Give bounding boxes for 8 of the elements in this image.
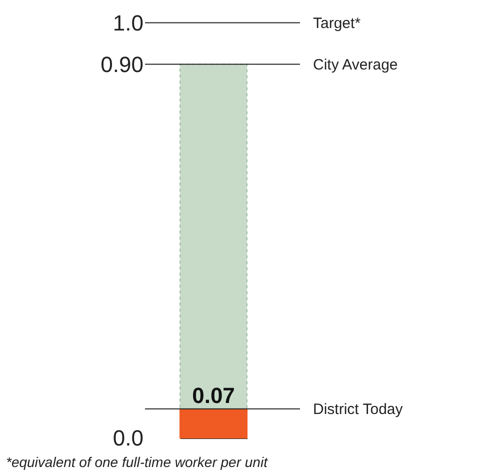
y-tick-label: 0.0	[112, 426, 144, 450]
text: *equivalent of one full-time worker per unit	[6, 454, 269, 470]
data-label: 0.07	[192, 382, 235, 408]
ref-line-label: District Today	[313, 400, 404, 418]
ref-line-label: City Average	[313, 56, 398, 74]
y-tick-label: 0.90	[100, 52, 144, 77]
ref-line-label: Target*	[313, 14, 361, 32]
y-tick-label: 1.0	[112, 10, 144, 36]
